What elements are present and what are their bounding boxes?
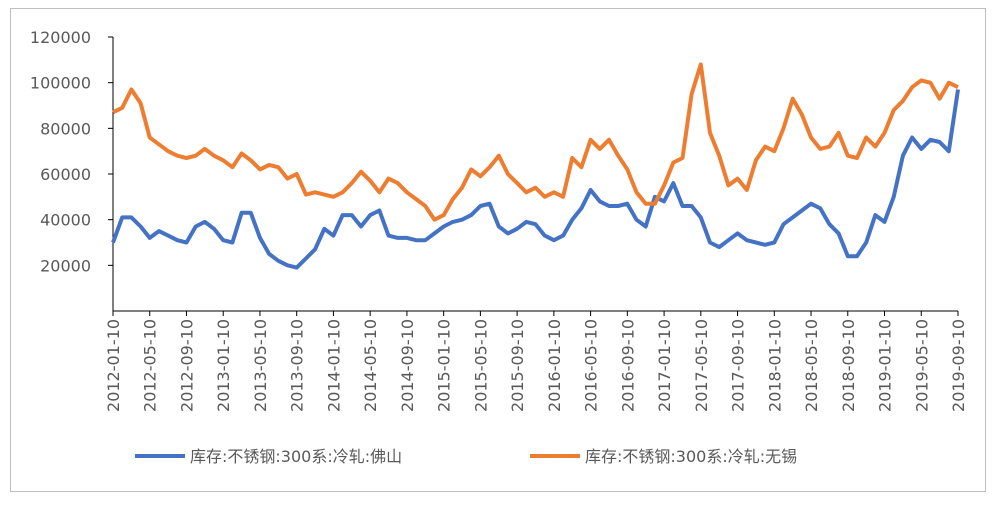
x-tick-label: 2018-05-10 xyxy=(802,319,821,412)
x-tick-label: 2012-09-10 xyxy=(177,319,196,412)
x-tick-label: 2015-05-10 xyxy=(471,319,490,412)
y-tick-label: 100000 xyxy=(30,74,91,93)
series-line xyxy=(112,62,959,222)
x-tick-label: 2014-09-10 xyxy=(398,319,417,412)
series-line xyxy=(111,89,960,270)
x-tick-label: 2019-01-10 xyxy=(876,319,895,412)
legend-label: 库存:不锈钢:300系:冷轧:无锡 xyxy=(585,447,797,466)
x-tick-label: 2014-05-10 xyxy=(361,319,380,412)
x-tick-label: 2015-01-10 xyxy=(435,319,454,412)
chart-frame xyxy=(10,8,986,492)
y-tick-label: 40000 xyxy=(40,211,91,230)
x-tick-label: 2015-09-10 xyxy=(508,319,527,412)
x-tick-label: 2019-09-10 xyxy=(949,319,968,412)
x-tick-label: 2012-05-10 xyxy=(141,319,160,412)
x-tick-label: 2016-05-10 xyxy=(582,319,601,412)
x-tick-label: 2013-09-10 xyxy=(288,319,307,412)
legend-label: 库存:不锈钢:300系:冷轧:佛山 xyxy=(190,447,402,466)
y-tick-label: 120000 xyxy=(30,28,91,47)
y-tick-label: 60000 xyxy=(40,165,91,184)
x-tick-label: 2016-01-10 xyxy=(545,319,564,412)
x-tick-label: 2017-05-10 xyxy=(692,319,711,412)
x-tick-label: 2014-01-10 xyxy=(324,319,343,412)
x-tick-label: 2012-01-10 xyxy=(104,319,123,412)
x-tick-label: 2018-09-10 xyxy=(839,319,858,412)
x-tick-label: 2016-09-10 xyxy=(618,319,637,412)
x-tick-label: 2013-01-10 xyxy=(214,319,233,412)
y-tick-label: 80000 xyxy=(40,119,91,138)
x-tick-label: 2017-01-10 xyxy=(655,319,674,412)
x-tick-label: 2017-09-10 xyxy=(729,319,748,412)
x-tick-label: 2013-05-10 xyxy=(251,319,270,412)
x-tick-label: 2018-01-10 xyxy=(765,319,784,412)
x-tick-label: 2019-05-10 xyxy=(912,319,931,412)
y-tick-label: 20000 xyxy=(40,256,91,275)
